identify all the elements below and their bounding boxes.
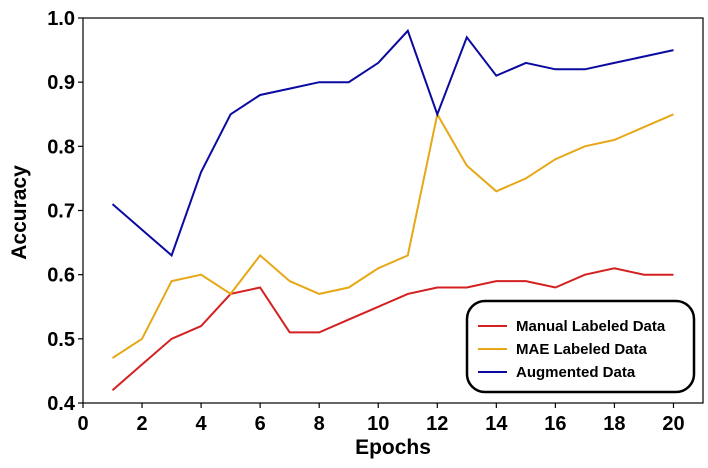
x-axis-title: Epochs bbox=[355, 436, 431, 459]
y-axis-ticks: 0.4 0.5 0.6 0.7 0.8 0.9 1.0 bbox=[47, 8, 83, 415]
series-line-3 bbox=[111, 28, 674, 258]
legend: Manual Labeled Data MAE Labeled Data Augme… bbox=[465, 299, 696, 394]
legend-label-3: Augmented Data bbox=[516, 364, 636, 381]
x-tick-label: 10 bbox=[367, 413, 389, 435]
y-axis-title: Accuracy bbox=[8, 165, 31, 260]
x-tick-label: 12 bbox=[426, 413, 448, 435]
y-tick-label: 0.4 bbox=[47, 393, 76, 415]
y-tick-label: 0.6 bbox=[47, 265, 75, 287]
y-tick-label: 0.9 bbox=[47, 72, 75, 94]
y-tick-label: 0.8 bbox=[47, 136, 75, 158]
legend-box bbox=[465, 299, 696, 394]
legend-label-2: MAE Labeled Data bbox=[516, 341, 648, 358]
y-tick-label: 0.7 bbox=[47, 201, 75, 223]
x-tick-label: 8 bbox=[314, 413, 325, 435]
x-tick-label: 2 bbox=[136, 413, 147, 435]
x-tick-label: 0 bbox=[77, 413, 88, 435]
legend-label-1: Manual Labeled Data bbox=[516, 318, 666, 335]
plot-lines bbox=[111, 28, 674, 391]
x-tick-label: 20 bbox=[662, 413, 684, 435]
series-line-2 bbox=[111, 111, 674, 359]
series-line-1 bbox=[111, 267, 674, 391]
x-tick-label: 14 bbox=[485, 413, 508, 435]
x-axis-ticks: 0 2 4 6 8 10 12 14 16 18 20 bbox=[77, 403, 685, 435]
x-tick-label: 4 bbox=[196, 413, 208, 435]
x-tick-label: 18 bbox=[603, 413, 625, 435]
y-tick-label: 0.5 bbox=[47, 329, 75, 351]
x-tick-label: 6 bbox=[255, 413, 266, 435]
y-tick-label: 1.0 bbox=[47, 8, 75, 30]
x-tick-label: 16 bbox=[544, 413, 566, 435]
